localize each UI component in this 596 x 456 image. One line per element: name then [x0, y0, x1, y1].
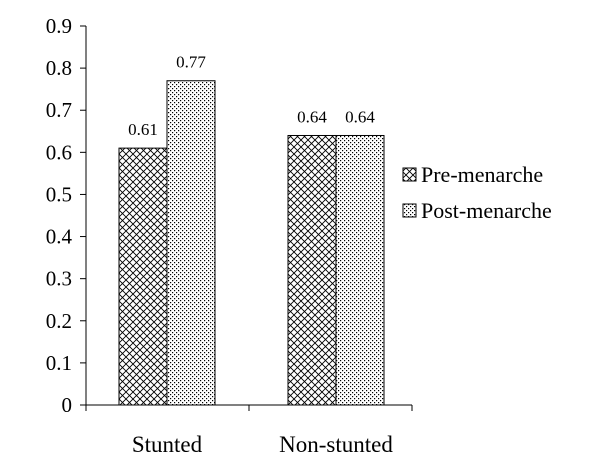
bar-crosshatch: [287, 134, 337, 406]
axes: 0 0.1 0.2 0.3 0.4 0.5 0.6 0.7 0.8 0.9 Stunted Non-s…: [46, 14, 413, 456]
bar-crosshatch: [118, 147, 168, 406]
y-tick-label: 0.4: [46, 225, 73, 249]
y-tick-label: 0.8: [46, 56, 72, 80]
y-tick-label: 0.1: [46, 351, 72, 375]
y-tick-label: 0.3: [46, 267, 72, 291]
y-tick-label: 0.9: [46, 14, 72, 38]
y-tick-label: 0.5: [46, 182, 72, 206]
data-label: 0.61: [128, 120, 158, 139]
bar-dots: [166, 80, 216, 406]
y-tick-label: 0.7: [46, 98, 72, 122]
y-tick-label: 0.2: [46, 309, 72, 333]
x-category-label: Stunted: [132, 432, 203, 456]
data-label: 0.77: [176, 53, 206, 72]
legend-label: Pre-menarche: [421, 162, 543, 187]
x-category-label: Non-stunted: [279, 432, 393, 456]
y-tick-label: 0: [62, 393, 73, 417]
data-label: 0.64: [297, 107, 327, 126]
legend: Pre-menarche Post-menarche: [402, 162, 552, 223]
data-label: 0.64: [345, 107, 375, 126]
y-tick-label: 0.6: [46, 140, 72, 164]
legend-label: Post-menarche: [421, 198, 552, 223]
bars: [118, 80, 385, 406]
data-labels: 0.61 0.77 0.64 0.64: [128, 53, 375, 139]
legend-swatch: [402, 203, 417, 218]
bar-dots: [335, 134, 385, 406]
legend-swatch: [402, 167, 417, 182]
